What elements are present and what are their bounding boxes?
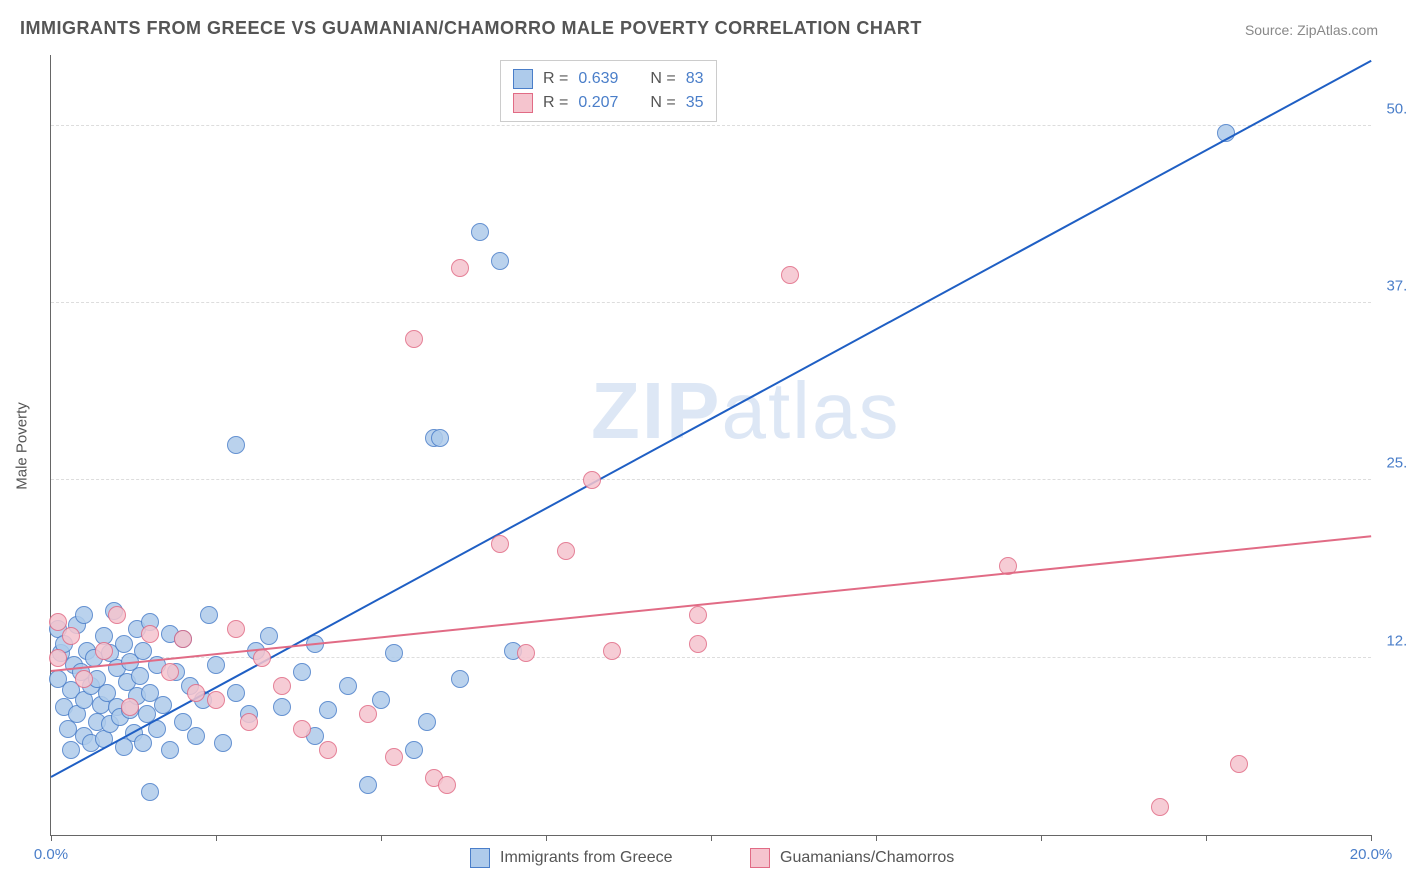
data-point: [134, 734, 152, 752]
data-point: [75, 606, 93, 624]
data-point: [319, 741, 337, 759]
data-point: [95, 642, 113, 660]
series-legend-greece: Immigrants from Greece: [470, 848, 672, 868]
swatch-greece: [513, 69, 533, 89]
data-point: [583, 471, 601, 489]
data-point: [557, 542, 575, 560]
data-point: [273, 698, 291, 716]
y-tick-label: 12.5%: [1386, 632, 1406, 649]
data-point: [385, 748, 403, 766]
x-tick: [1371, 835, 1372, 841]
data-point: [431, 429, 449, 447]
gridline: [51, 302, 1371, 303]
data-point: [187, 727, 205, 745]
data-point: [227, 684, 245, 702]
data-point: [293, 663, 311, 681]
series-legend-guam: Guamanians/Chamorros: [750, 848, 954, 868]
data-point: [174, 713, 192, 731]
data-point: [603, 642, 621, 660]
swatch-guam-icon: [750, 848, 770, 868]
data-point: [108, 606, 126, 624]
data-point: [260, 627, 278, 645]
swatch-greece-icon: [470, 848, 490, 868]
x-tick-label: 20.0%: [1350, 846, 1393, 863]
data-point: [131, 667, 149, 685]
data-point: [174, 630, 192, 648]
data-point: [1151, 798, 1169, 816]
correlation-legend: R = 0.639 N = 83 R = 0.207 N = 35: [500, 60, 717, 122]
swatch-guam: [513, 93, 533, 113]
x-tick: [1206, 835, 1207, 841]
data-point: [491, 252, 509, 270]
data-point: [227, 436, 245, 454]
regression-line: [51, 535, 1371, 672]
y-tick-label: 25.0%: [1386, 455, 1406, 472]
x-tick: [876, 835, 877, 841]
y-tick-label: 37.5%: [1386, 278, 1406, 295]
scatter-plot: ZIPatlas 12.5%25.0%37.5%50.0%0.0%20.0%: [50, 55, 1371, 836]
data-point: [121, 698, 139, 716]
data-point: [405, 741, 423, 759]
data-point: [359, 705, 377, 723]
data-point: [372, 691, 390, 709]
data-point: [200, 606, 218, 624]
data-point: [405, 330, 423, 348]
x-tick: [381, 835, 382, 841]
legend-row-greece: R = 0.639 N = 83: [513, 67, 704, 91]
x-tick: [216, 835, 217, 841]
chart-title: IMMIGRANTS FROM GREECE VS GUAMANIAN/CHAM…: [20, 18, 922, 39]
data-point: [451, 670, 469, 688]
x-tick: [711, 835, 712, 841]
data-point: [62, 741, 80, 759]
data-point: [49, 649, 67, 667]
data-point: [253, 649, 271, 667]
data-point: [134, 642, 152, 660]
data-point: [385, 644, 403, 662]
data-point: [689, 635, 707, 653]
data-point: [227, 620, 245, 638]
data-point: [141, 625, 159, 643]
data-point: [781, 266, 799, 284]
data-point: [689, 606, 707, 624]
watermark: ZIPatlas: [591, 365, 900, 457]
gridline: [51, 479, 1371, 480]
y-tick-label: 50.0%: [1386, 100, 1406, 117]
data-point: [319, 701, 337, 719]
legend-row-guam: R = 0.207 N = 35: [513, 91, 704, 115]
data-point: [141, 783, 159, 801]
data-point: [161, 663, 179, 681]
data-point: [62, 627, 80, 645]
regression-line: [51, 60, 1372, 778]
data-point: [491, 535, 509, 553]
data-point: [273, 677, 291, 695]
data-point: [161, 741, 179, 759]
x-tick: [51, 835, 52, 841]
x-tick-label: 0.0%: [34, 846, 68, 863]
data-point: [359, 776, 377, 794]
gridline: [51, 125, 1371, 126]
data-point: [418, 713, 436, 731]
data-point: [451, 259, 469, 277]
x-tick: [546, 835, 547, 841]
data-point: [438, 776, 456, 794]
data-point: [214, 734, 232, 752]
data-point: [517, 644, 535, 662]
data-point: [1230, 755, 1248, 773]
data-point: [207, 656, 225, 674]
data-point: [49, 613, 67, 631]
source-label: Source: ZipAtlas.com: [1245, 22, 1378, 38]
data-point: [115, 635, 133, 653]
data-point: [187, 684, 205, 702]
data-point: [75, 670, 93, 688]
data-point: [207, 691, 225, 709]
x-tick: [1041, 835, 1042, 841]
data-point: [240, 713, 258, 731]
y-axis-label: Male Poverty: [14, 402, 31, 490]
data-point: [339, 677, 357, 695]
data-point: [471, 223, 489, 241]
data-point: [293, 720, 311, 738]
